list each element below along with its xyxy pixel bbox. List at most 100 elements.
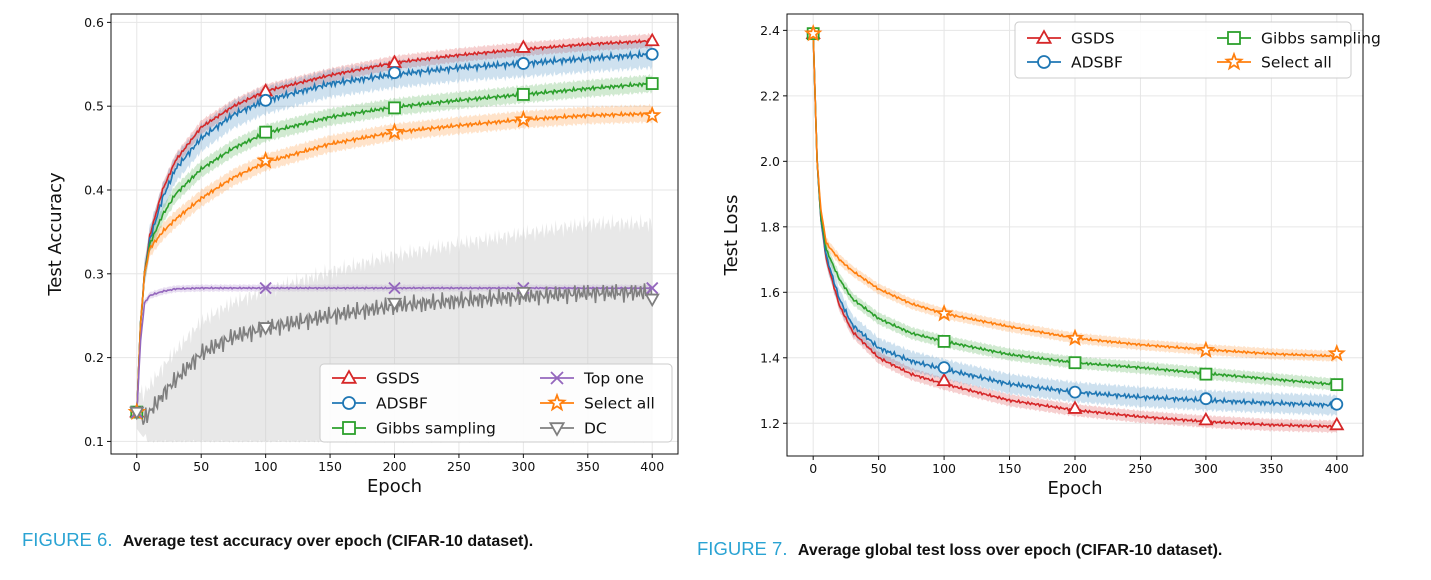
x-tick-label: 400 <box>640 459 664 474</box>
x-tick-label: 400 <box>1325 461 1349 476</box>
y-tick-label: 0.6 <box>84 15 104 30</box>
marker-select-all <box>1065 328 1085 346</box>
legend-entry-gsds: GSDS <box>332 369 420 388</box>
y-tick-label: 0.4 <box>84 183 104 198</box>
marker-top-one <box>646 281 659 295</box>
x-tick-label: 250 <box>447 459 471 474</box>
legend-label: Top one <box>583 370 644 388</box>
marker-select-all <box>642 105 662 124</box>
marker-adsbf <box>1068 385 1082 399</box>
marker-top-one <box>388 281 401 295</box>
marker-select-all <box>1196 340 1216 359</box>
accuracy-y-axis: 0.1 0.2 0.3 0.4 0.5 0.6 <box>84 15 111 449</box>
legend-entry-adsbf: ADSBF <box>332 395 428 413</box>
legend-marker <box>550 371 564 385</box>
marker-select-all <box>1327 343 1346 362</box>
x-tick-label: 0 <box>809 461 817 476</box>
legend-marker <box>342 396 356 410</box>
marker-gsds <box>515 39 531 53</box>
x-tick-label: 350 <box>576 459 600 474</box>
accuracy-x-axis: 0 50 100 150 200 250 300 350 400 <box>133 454 664 474</box>
x-tick-label: 50 <box>871 461 887 476</box>
legend-entry-gibbs-sampling: Gibbs sampling <box>332 420 496 438</box>
x-tick-label: 50 <box>193 459 209 474</box>
marker-adsbf <box>1199 392 1213 406</box>
legend-marker <box>342 421 356 435</box>
figure-7-number: FIGURE 7. <box>697 538 788 559</box>
loss-y-axis: 1.2 1.4 1.6 1.8 2.0 2.2 2.4 <box>760 23 787 431</box>
marker-gsds <box>1198 411 1214 426</box>
marker-gibbs-sampling <box>1068 356 1082 370</box>
legend-marker <box>1224 51 1244 71</box>
y-tick-label: 1.8 <box>760 219 780 234</box>
marker-dc <box>129 406 145 421</box>
x-tick-label: 250 <box>1129 461 1153 476</box>
legend-entry-dc: DC <box>540 420 607 438</box>
x-tick-label: 150 <box>318 459 342 474</box>
marker-select-all <box>256 150 275 169</box>
marker-gibbs-sampling <box>516 88 530 101</box>
legend-marker <box>548 422 566 437</box>
marker-adsbf <box>388 66 401 80</box>
test-accuracy-chart: 0 50 100 150 200 250 300 350 4000.10.20.30.40.50… <box>45 13 679 497</box>
y-tick-label: 0.1 <box>84 434 104 449</box>
y-tick-label: 0.2 <box>84 350 104 365</box>
marker-gsds <box>1329 416 1345 431</box>
marker-adsbf <box>259 93 273 107</box>
accuracy-legend: GSDS ADSBF Gibbs sampling Top one Select all… <box>319 363 673 443</box>
accuracy-y-axis-label: Test Accuracy <box>45 172 66 297</box>
marker-adsbf <box>1330 397 1344 411</box>
legend-marker <box>547 392 567 412</box>
marker-select-all <box>804 23 823 42</box>
legend-box <box>319 363 673 443</box>
marker-top-one <box>259 281 272 295</box>
x-tick-label: 200 <box>383 459 407 474</box>
legend-label: Gibbs sampling <box>376 420 496 438</box>
marker-adsbf <box>645 47 659 61</box>
y-tick-label: 1.6 <box>760 285 780 300</box>
x-tick-label: 150 <box>998 461 1022 476</box>
figure-6-caption: FIGURE 6. Average test accuracy over epo… <box>22 529 533 551</box>
y-tick-label: 2.0 <box>760 154 780 169</box>
legend-label: GSDS <box>376 370 420 388</box>
legend-entry-adsbf: ADSBF <box>1027 54 1123 72</box>
marker-select-all <box>385 122 404 141</box>
marker-adsbf <box>516 57 530 70</box>
legend-label: Select all <box>584 395 655 413</box>
x-tick-label: 0 <box>133 459 141 474</box>
y-tick-label: 1.4 <box>760 350 780 365</box>
legend-marker <box>1037 55 1051 69</box>
y-tick-label: 0.5 <box>84 99 104 114</box>
legend-entry-top-one: Top one <box>540 370 644 388</box>
y-tick-label: 2.2 <box>760 88 780 103</box>
loss-y-axis-label: Test Loss <box>721 195 742 277</box>
marker-gsds <box>936 372 952 386</box>
figure-6-number: FIGURE 6. <box>22 529 113 550</box>
legend-label: ADSBF <box>376 395 428 413</box>
x-tick-label: 100 <box>932 461 956 476</box>
accuracy-markers <box>127 32 662 421</box>
legend-marker <box>1035 29 1053 44</box>
figure-7-text: Average global test loss over epoch (CIF… <box>797 542 1223 559</box>
loss-x-axis-label: Epoch <box>1047 478 1102 499</box>
legend-marker <box>1227 31 1241 45</box>
x-tick-label: 200 <box>1063 461 1087 476</box>
marker-select-all <box>514 109 533 128</box>
y-tick-label: 2.4 <box>760 23 780 38</box>
legend-marker <box>340 369 358 384</box>
legend-label: ADSBF <box>1071 54 1123 72</box>
marker-gibbs-sampling <box>1199 367 1213 381</box>
marker-gsds <box>1067 400 1083 414</box>
marker-gibbs-sampling <box>645 77 659 90</box>
figure-7-caption: FIGURE 7. Average global test loss over … <box>697 538 1222 560</box>
marker-dc <box>386 297 403 312</box>
marker-gibbs-sampling <box>388 101 401 115</box>
y-tick-label: 1.2 <box>760 416 780 431</box>
x-tick-label: 100 <box>254 459 278 474</box>
marker-gibbs-sampling <box>259 125 273 139</box>
marker-dc <box>515 286 531 301</box>
marker-adsbf <box>937 361 951 375</box>
loss-legend: GSDS ADSBF Gibbs sampling Select all <box>1014 21 1381 79</box>
x-tick-label: 300 <box>1194 461 1218 476</box>
legend-entry-select-all: Select all <box>540 392 655 413</box>
